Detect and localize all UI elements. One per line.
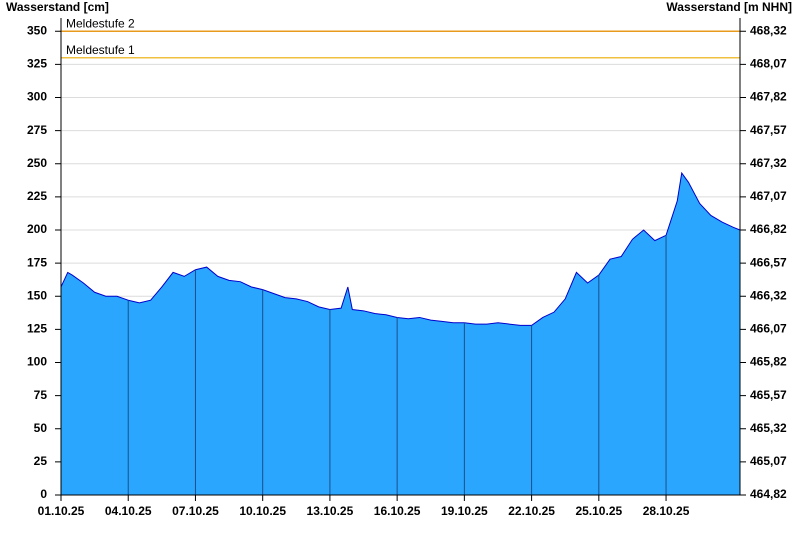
y-tick-label: 325	[27, 57, 47, 71]
y2-tick-label: 466,32	[750, 288, 787, 302]
y-tick-label: 350	[27, 23, 47, 37]
y-tick-label: 50	[34, 421, 48, 435]
x-tick-label: 28.10.25	[643, 504, 690, 518]
y2-axis-title: Wasserstand [m NHN]	[666, 0, 792, 14]
y2-tick-label: 465,57	[750, 388, 787, 402]
y2-tick-label: 466,82	[750, 222, 787, 236]
x-tick-label: 22.10.25	[508, 504, 555, 518]
y2-tick-label: 468,32	[750, 23, 787, 37]
y2-tick-label: 465,07	[750, 454, 787, 468]
y-tick-label: 125	[27, 322, 47, 336]
x-tick-label: 16.10.25	[374, 504, 421, 518]
x-tick-label: 01.10.25	[38, 504, 85, 518]
y-tick-label: 25	[34, 454, 48, 468]
x-tick-label: 13.10.25	[307, 504, 354, 518]
y2-tick-label: 465,32	[750, 421, 787, 435]
y2-tick-label: 466,57	[750, 255, 787, 269]
y2-tick-label: 467,57	[750, 123, 787, 137]
y2-tick-label: 468,07	[750, 57, 787, 71]
threshold-label: Meldestufe 1	[66, 43, 135, 57]
x-tick-label: 07.10.25	[172, 504, 219, 518]
y-tick-label: 150	[27, 288, 47, 302]
y2-tick-label: 467,07	[750, 189, 787, 203]
y-tick-label: 75	[34, 388, 48, 402]
x-tick-label: 25.10.25	[575, 504, 622, 518]
y-axis-title: Wasserstand [cm]	[6, 0, 109, 14]
threshold-label: Meldestufe 2	[66, 16, 135, 30]
y-tick-label: 275	[27, 123, 47, 137]
y-tick-label: 200	[27, 222, 47, 236]
x-tick-label: 10.10.25	[239, 504, 286, 518]
y-tick-label: 100	[27, 355, 47, 369]
y2-tick-label: 464,82	[750, 487, 787, 501]
y2-tick-label: 467,32	[750, 156, 787, 170]
y-tick-label: 250	[27, 156, 47, 170]
area	[61, 173, 740, 495]
y-tick-label: 0	[40, 487, 47, 501]
y-tick-label: 225	[27, 189, 47, 203]
y-tick-label: 175	[27, 255, 47, 269]
x-tick-label: 04.10.25	[105, 504, 152, 518]
y-tick-label: 300	[27, 90, 47, 104]
y2-tick-label: 467,82	[750, 90, 787, 104]
y2-tick-label: 466,07	[750, 322, 787, 336]
y2-tick-label: 465,82	[750, 355, 787, 369]
x-tick-label: 19.10.25	[441, 504, 488, 518]
